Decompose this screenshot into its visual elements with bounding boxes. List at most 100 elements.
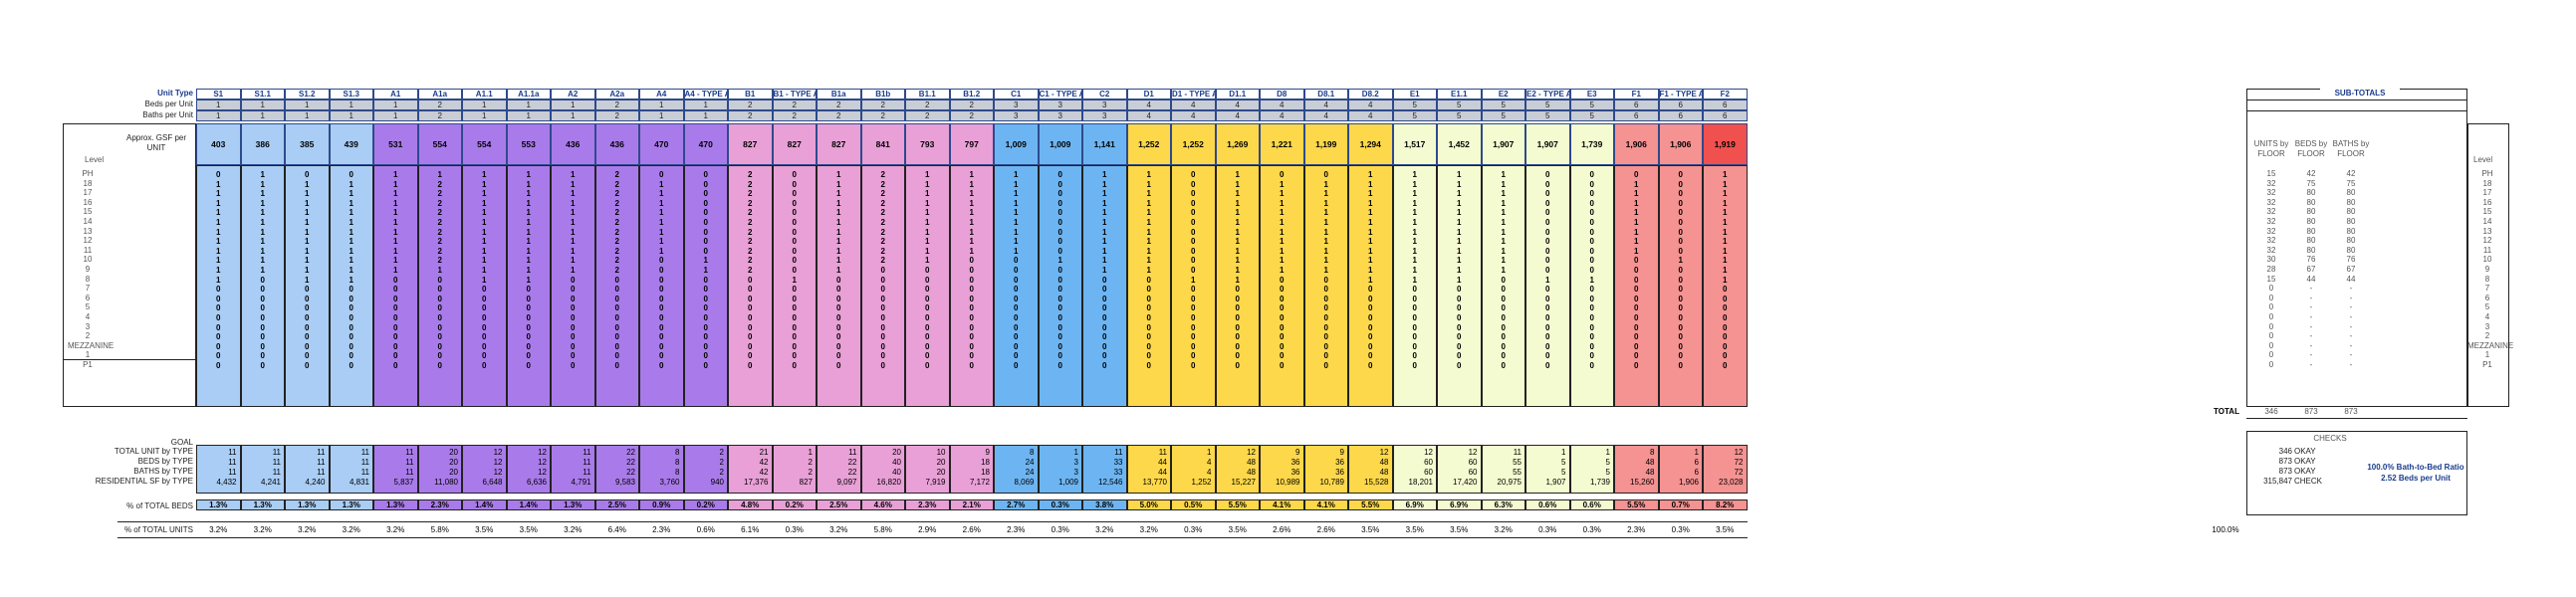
unit-count-cell: 0 xyxy=(1280,285,1285,295)
unit-count-cell: 0 xyxy=(349,351,353,361)
unit-count-cell: 1 xyxy=(1368,256,1373,266)
unit-count-cell: 0 xyxy=(659,170,664,179)
unit-count-cell: 0 xyxy=(1368,313,1373,322)
unit-count-cell: 0 xyxy=(482,294,487,303)
unit-count-cell: 0 xyxy=(1678,179,1683,189)
unit-count-cell: 0 xyxy=(1678,322,1683,332)
type-totals-8: 11 11 11 4,791 xyxy=(551,445,595,494)
unit-count-cell: 1 xyxy=(571,237,576,247)
unit-count-cell: 1 xyxy=(1191,275,1196,285)
unit-count-cell: 1 xyxy=(1146,198,1151,208)
total-units: 346 xyxy=(2264,407,2278,416)
approx-gsf-4: 531 xyxy=(373,123,418,165)
type-total-value: 17,420 xyxy=(1453,478,1478,487)
level-label: 10 xyxy=(83,255,93,265)
unit-count-cell: 0 xyxy=(1235,322,1240,332)
unit-count-cell: 1 xyxy=(925,256,930,266)
unit-count-cell: 0 xyxy=(1457,294,1462,303)
unit-count-cell: 1 xyxy=(1723,218,1728,227)
type-total-value: 55 xyxy=(1513,458,1522,467)
unit-count-cell: 0 xyxy=(1589,246,1594,256)
unit-type-3: S1.3 xyxy=(329,89,373,100)
unit-count-cell: 1 xyxy=(1280,237,1285,247)
unit-count-cell: 0 xyxy=(1723,351,1728,361)
level-label-right: 2 xyxy=(2484,331,2490,341)
type-total-value: 15,227 xyxy=(1231,478,1256,487)
unit-count-cell: 1 xyxy=(1457,179,1462,189)
unit-count-cell: 0 xyxy=(1235,351,1240,361)
unit-type-18: C1 xyxy=(994,89,1039,100)
type-total-value: 60 xyxy=(1468,458,1478,467)
unit-count-cell: 0 xyxy=(393,332,398,342)
unit-count-cell: 1 xyxy=(571,170,576,179)
unit-count-cell: 1 xyxy=(482,266,487,275)
unit-count-cell: 1 xyxy=(482,237,487,247)
pct-units-rule-top xyxy=(117,521,1748,522)
unit-count-cell: 0 xyxy=(1589,341,1594,351)
type-total-value: 2 xyxy=(808,458,813,467)
type-total-value: 60 xyxy=(1424,468,1433,477)
type-totals-31: 1 5 5 1,739 xyxy=(1569,445,1614,494)
beds-per-unit-25: 4 xyxy=(1303,100,1348,110)
unit-count-cell: 0 xyxy=(305,170,310,179)
baths-per-unit-27: 5 xyxy=(1392,110,1437,121)
beds-per-unit-label: Beds per Unit xyxy=(144,100,193,108)
unit-count-cell: 0 xyxy=(703,208,708,218)
unit-count-cell: 1 xyxy=(1723,189,1728,199)
level-label-right: 16 xyxy=(2482,197,2492,207)
unit-count-cell: 0 xyxy=(836,285,841,295)
unit-count-cell: 1 xyxy=(925,170,930,179)
units-by-floor: 0 xyxy=(2268,312,2274,321)
unit-count-cell: 0 xyxy=(393,313,398,322)
unit-count-cell: 1 xyxy=(659,237,664,247)
unit-count-cell: 1 xyxy=(1412,170,1417,179)
unit-count-cell: 1 xyxy=(969,189,974,199)
approx-gsf-12: 827 xyxy=(728,123,773,165)
unit-count-cell: 0 xyxy=(1501,332,1506,342)
pct-units-3: 3.2% xyxy=(342,525,360,534)
unit-count-cell: 1 xyxy=(1412,189,1417,199)
unit-count-cell: 0 xyxy=(1191,351,1196,361)
unit-count-cell: 0 xyxy=(703,275,708,285)
unit-count-cell: 0 xyxy=(349,303,353,313)
type-totals-10: 8 8 8 3,760 xyxy=(639,445,684,494)
pct-units-22: 0.3% xyxy=(1184,525,1203,534)
type-total-value: 1,907 xyxy=(1545,478,1566,487)
unit-count-cell: 0 xyxy=(1014,313,1019,322)
type-total-value: 12 xyxy=(1379,448,1389,457)
type-totals-27: 12 60 60 18,201 xyxy=(1392,445,1437,494)
unit-count-cell: 0 xyxy=(792,285,797,295)
unit-type-16: B1.1 xyxy=(905,89,950,100)
unit-count-cell: 2 xyxy=(880,256,885,266)
unit-count-cell: 0 xyxy=(1723,341,1728,351)
unit-count-cell: 0 xyxy=(792,246,797,256)
unit-count-cell: 1 xyxy=(1501,256,1506,266)
approx-gsf-34: 1,919 xyxy=(1703,123,1748,165)
residential-sf-label: RESIDENTIAL SF by TYPE xyxy=(95,477,193,486)
unit-count-cell: 0 xyxy=(1368,285,1373,295)
unit-count-cell: 0 xyxy=(1545,170,1550,179)
type-total-value: 24 xyxy=(1025,468,1035,477)
type-total-value: 22 xyxy=(847,458,857,467)
unit-count-cell: 0 xyxy=(1723,294,1728,303)
units-by-floor: 0 xyxy=(2268,360,2274,369)
type-total-value: 4,831 xyxy=(349,478,369,487)
baths-by-floor: 67 xyxy=(2346,265,2356,274)
baths-per-unit-32: 6 xyxy=(1614,110,1659,121)
type-total-value: 4 xyxy=(1207,458,1212,467)
unit-count-cell: 1 xyxy=(260,266,265,275)
unit-count-cell: 0 xyxy=(1412,332,1417,342)
unit-count-cell: 2 xyxy=(748,246,753,256)
unit-count-cell: 0 xyxy=(969,341,974,351)
unit-count-cell: 0 xyxy=(1589,351,1594,361)
unit-count-cell: 0 xyxy=(614,322,619,332)
unit-count-cell: 1 xyxy=(571,256,576,266)
unit-count-cell: 1 xyxy=(1146,256,1151,266)
baths-by-floor: 42 xyxy=(2346,169,2356,178)
unit-count-cell: 1 xyxy=(216,179,221,189)
unit-count-cell: 0 xyxy=(925,341,930,351)
